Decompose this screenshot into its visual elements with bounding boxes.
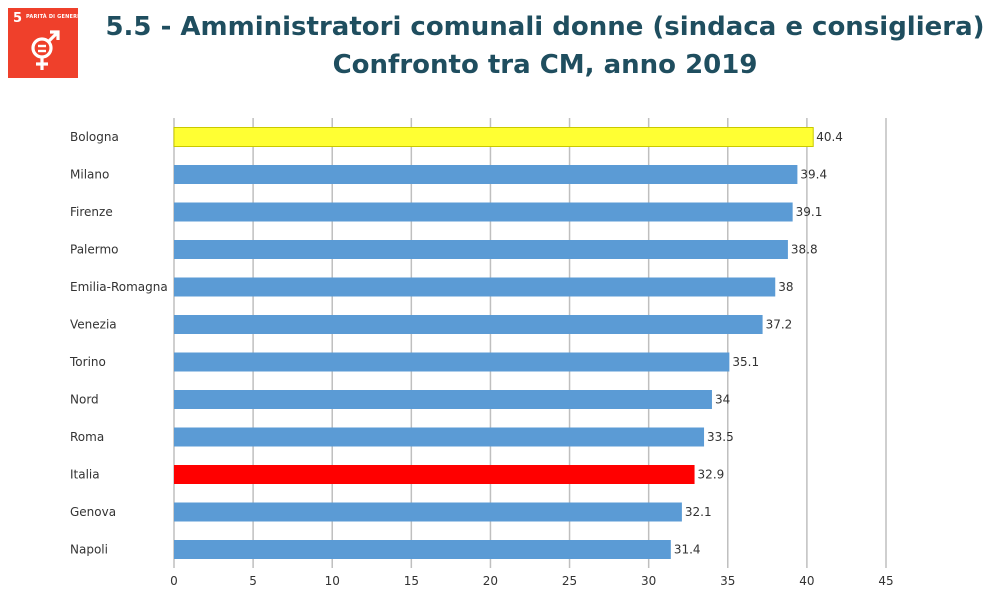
bar [173,127,814,147]
bar [174,540,671,559]
data-label: 38 [778,280,793,294]
category-label: Napoli [70,543,108,557]
data-label: 32.9 [698,468,725,482]
x-tick-label: 0 [170,574,178,588]
x-tick-label: 5 [249,574,257,588]
category-label: Torino [69,355,106,369]
bar [174,202,793,222]
sdg-goal-name: PARITÀ DI GENERE [26,14,81,20]
x-tick-label: 10 [325,574,340,588]
data-label: 40.4 [816,130,843,144]
bar [174,277,776,297]
x-tick-label: 35 [720,574,735,588]
category-label: Italia [70,468,100,482]
data-label: 34 [715,393,730,407]
x-tick-label: 15 [404,574,419,588]
bar [174,165,798,184]
category-label: Roma [70,430,104,444]
category-label: Milano [70,168,109,182]
bar [174,390,712,409]
bar [174,352,730,372]
data-label: 39.1 [796,205,823,219]
data-label: 35.1 [732,355,759,369]
gender-equality-icon [31,30,60,70]
x-tick-label: 25 [562,574,577,588]
sdg-goal-5-badge: 5 PARITÀ DI GENERE [8,8,81,78]
x-tick-label: 45 [878,574,893,588]
title-line-1: 5.5 - Amministratori comunali donne (sin… [105,12,985,42]
category-label: Venezia [70,318,117,332]
bar [174,240,788,259]
title-line-2: Confronto tra CM, anno 2019 [332,50,758,80]
x-tick-label: 20 [483,574,498,588]
data-label: 33.5 [707,430,734,444]
data-label: 38.8 [791,243,818,257]
x-tick-label: 30 [641,574,656,588]
category-label: Firenze [70,205,113,219]
bar [174,502,682,522]
bar [174,465,695,484]
category-label: Emilia-Romagna [70,280,168,294]
data-label: 37.2 [766,318,793,332]
sdg-goal-number: 5 [13,11,23,26]
data-label: 31.4 [674,543,701,557]
bar [174,427,705,447]
category-label: Palermo [70,243,119,257]
category-label: Bologna [70,130,119,144]
bar [174,315,763,334]
page-title: 5.5 - Amministratori comunali donne (sin… [90,8,1000,84]
category-label: Genova [70,505,116,519]
category-label: Nord [70,393,99,407]
x-tick-label: 40 [799,574,814,588]
data-label: 32.1 [685,505,712,519]
data-label: 39.4 [800,168,827,182]
